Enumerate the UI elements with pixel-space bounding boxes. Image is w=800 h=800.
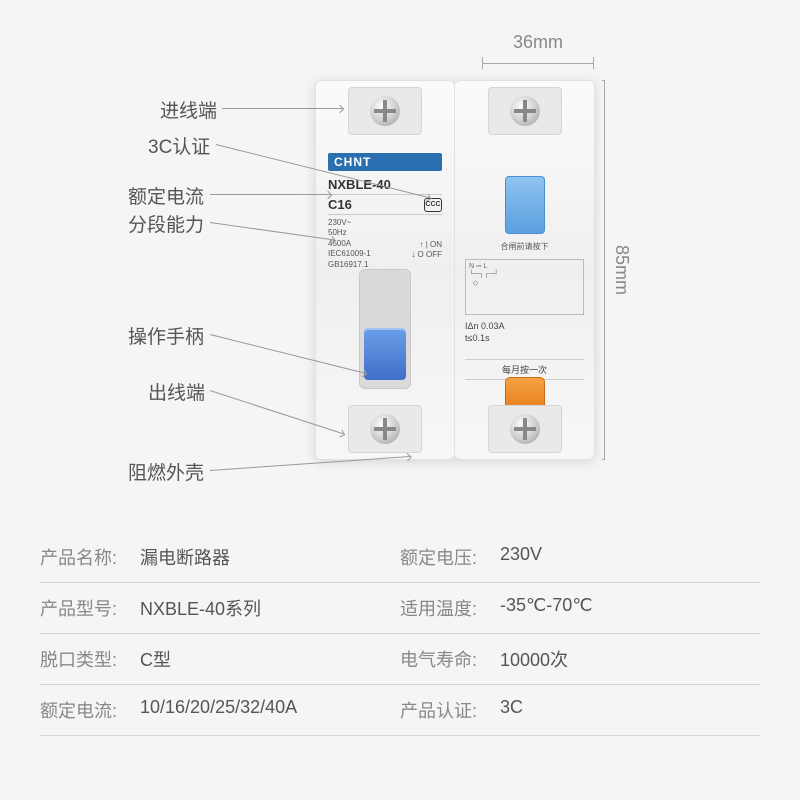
test-label: 合闸前请按下 — [463, 241, 586, 252]
spec-row: 产品型号:NXBLE-40系列 适用温度:-35℃-70℃ — [40, 583, 760, 634]
test-button[interactable] — [505, 176, 545, 234]
spec-key: 产品名称: — [40, 544, 140, 570]
label-area: CHNT NXBLE-40 C16 CCC 230V~ 50Hz 4500A I… — [328, 153, 442, 261]
callout-breaking: 分段能力 — [128, 210, 204, 237]
spec-row: 脱口类型:C型 电气寿命:10000次 — [40, 634, 760, 685]
spec-value: 漏电断路器 — [140, 544, 230, 570]
spec-value: 3C — [500, 697, 523, 723]
breaker-module: CHNT NXBLE-40 C16 CCC 230V~ 50Hz 4500A I… — [315, 80, 455, 460]
wiring-diagram-icon: N ⎓ L└─┐┌─┘ ◇ — [465, 259, 584, 315]
dimension-height-label: 85mm — [611, 245, 632, 295]
dimension-width: 36mm — [482, 32, 594, 69]
callout-3c: 3C认证 — [148, 132, 210, 159]
spec-value: 10000次 — [500, 646, 568, 672]
rating-text: C16 — [328, 197, 352, 212]
spec-key: 脱口类型: — [40, 646, 140, 672]
spec-value: 10/16/20/25/32/40A — [140, 697, 297, 723]
input-terminal — [348, 87, 422, 135]
callout-output-terminal: 出线端 — [148, 378, 205, 405]
rcd-module: 合闸前请按下 N ⎓ L└─┐┌─┘ ◇ IΔn 0.03A t≤0.1s 每月… — [455, 80, 595, 460]
spec-key: 电气寿命: — [400, 646, 500, 672]
spec-key: 额定电流: — [40, 697, 140, 723]
spec-row: 额定电流:10/16/20/25/32/40A 产品认证:3C — [40, 685, 760, 736]
device: CHNT NXBLE-40 C16 CCC 230V~ 50Hz 4500A I… — [315, 80, 595, 460]
lead-line — [210, 456, 410, 471]
spec-table: 产品名称:漏电断路器 额定电压:230V 产品型号:NXBLE-40系列 适用温… — [40, 532, 760, 736]
brand-bar: CHNT — [328, 153, 442, 171]
dimension-width-label: 36mm — [482, 32, 594, 53]
spec-row: 产品名称:漏电断路器 额定电压:230V — [40, 532, 760, 583]
spec-value: -35℃-70℃ — [500, 595, 592, 621]
screw-icon — [370, 96, 400, 126]
lead-line — [222, 108, 342, 109]
callout-input-terminal: 进线端 — [160, 96, 217, 123]
spec-value: C型 — [140, 646, 171, 672]
output-terminal-r — [488, 405, 562, 453]
screw-icon — [510, 414, 540, 444]
output-terminal — [348, 405, 422, 453]
lead-line — [210, 194, 330, 195]
toggle-switch[interactable] — [364, 328, 406, 380]
spec-value: 230V — [500, 544, 542, 570]
screw-icon — [510, 96, 540, 126]
dimension-height: 85mm — [602, 80, 632, 460]
callout-shell: 阻燃外壳 — [128, 458, 204, 485]
spec-key: 产品认证: — [400, 697, 500, 723]
dimension-height-bar — [602, 80, 605, 460]
spec-value: NXBLE-40系列 — [140, 595, 261, 621]
spec-key: 产品型号: — [40, 595, 140, 621]
screw-icon — [370, 414, 400, 444]
spec-key: 额定电压: — [400, 544, 500, 570]
dimension-width-bar — [482, 57, 594, 69]
idn-text: IΔn 0.03A t≤0.1s — [465, 321, 505, 344]
input-terminal-r — [488, 87, 562, 135]
spec-key: 适用温度: — [400, 595, 500, 621]
callout-handle: 操作手柄 — [128, 322, 204, 349]
switch-slot — [359, 269, 411, 389]
callout-rated-current: 额定电流 — [128, 182, 204, 209]
